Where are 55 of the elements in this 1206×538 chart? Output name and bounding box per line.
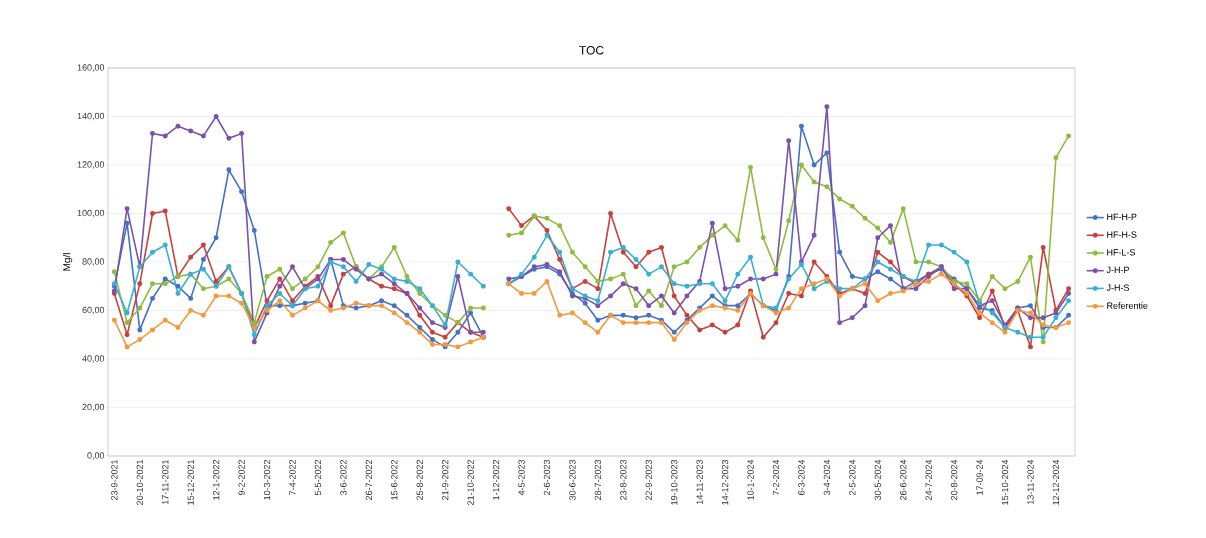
legend-label: HF-L-S bbox=[1107, 249, 1136, 256]
x-tick-label: 28-7-2023 bbox=[594, 459, 602, 500]
x-tick-label: 9-2-2022 bbox=[238, 459, 245, 495]
legend-label: J-H-P bbox=[1106, 266, 1129, 274]
y-tick-label: 120,00 bbox=[77, 161, 105, 169]
x-tick-label: 12-1-2022 bbox=[212, 459, 220, 500]
x-tick-label: 4-5-2023 bbox=[518, 459, 525, 496]
x-tick-label: 14-11-2023 bbox=[696, 459, 703, 505]
x-tick-label: 15-12-2021 bbox=[187, 459, 194, 505]
x-tick-label: 19-10-2023 bbox=[671, 459, 678, 505]
x-tick-label: 22-9-2023 bbox=[645, 459, 652, 500]
x-tick-label: 25-8-2022 bbox=[416, 459, 423, 500]
x-tick-label: 24-7-2024 bbox=[925, 459, 932, 500]
x-tick-label: 20-8-2024 bbox=[950, 459, 958, 500]
x-tick-label: 30-6-2023 bbox=[569, 459, 576, 501]
x-tick-label: 26-7-2022 bbox=[365, 459, 373, 500]
x-tick-label: 23-8-2023 bbox=[620, 459, 627, 500]
x-tick-label: 1-12-2022 bbox=[492, 459, 500, 500]
x-tick-label: 10-1-2024 bbox=[747, 459, 754, 500]
x-tick-label: 6-3-2024 bbox=[798, 459, 805, 495]
x-tick-label: 23-9-2021 bbox=[111, 459, 118, 500]
legend-label: HF-H-P bbox=[1107, 213, 1137, 220]
x-tick-label: 17-09-24 bbox=[976, 459, 983, 495]
x-tick-label: 7-2-2024 bbox=[772, 459, 780, 495]
x-tick-label: 7-4-2022 bbox=[289, 459, 296, 495]
x-tick-label: 20-10-2021 bbox=[136, 459, 143, 505]
x-tick-label: 2-6-2023 bbox=[543, 459, 551, 495]
y-tick-label: 40,00 bbox=[82, 355, 105, 363]
x-tick-label: 5-5-2022 bbox=[314, 459, 322, 496]
x-tick-label: 10-3-2022 bbox=[263, 459, 271, 500]
x-tick-label: 15-6-2022 bbox=[391, 459, 398, 500]
x-tick-label: 15-10-2024 bbox=[1001, 459, 1009, 505]
x-tick-label: 21-9-2022 bbox=[442, 459, 449, 500]
y-axis-title: Mg/l bbox=[62, 253, 73, 271]
x-tick-label: 12-12-2024 bbox=[1052, 459, 1060, 505]
y-tick-label: 80,00 bbox=[82, 258, 105, 266]
y-tick-label: 100,00 bbox=[77, 209, 105, 218]
x-tick-label: 26-6-2024 bbox=[900, 459, 907, 500]
legend-label: HF-H-S bbox=[1107, 231, 1137, 238]
legend-label: J-H-S bbox=[1106, 284, 1130, 291]
y-tick-label: 60,00 bbox=[82, 306, 105, 315]
x-tick-label: 3-6-2022 bbox=[340, 459, 347, 496]
x-tick-label: 2-5-2024 bbox=[849, 459, 856, 495]
x-tick-label: 3-4-2024 bbox=[823, 459, 831, 496]
x-tick-label: 21-10-2022 bbox=[467, 459, 474, 505]
y-tick-label: 0,00 bbox=[87, 452, 105, 460]
x-tick-label: 13-11-2024 bbox=[1027, 459, 1034, 505]
x-tick-label: 17-11-2021 bbox=[162, 459, 169, 505]
chart-title: TOC bbox=[579, 46, 604, 55]
x-tick-label: 14-12-2023 bbox=[721, 459, 729, 505]
y-tick-label: 160,00 bbox=[77, 64, 105, 72]
legend-label: Referentie bbox=[1107, 302, 1148, 309]
y-tick-label: 140,00 bbox=[77, 112, 105, 121]
y-tick-label: 20,00 bbox=[82, 403, 105, 412]
x-tick-label: 30-5-2024 bbox=[874, 459, 881, 501]
